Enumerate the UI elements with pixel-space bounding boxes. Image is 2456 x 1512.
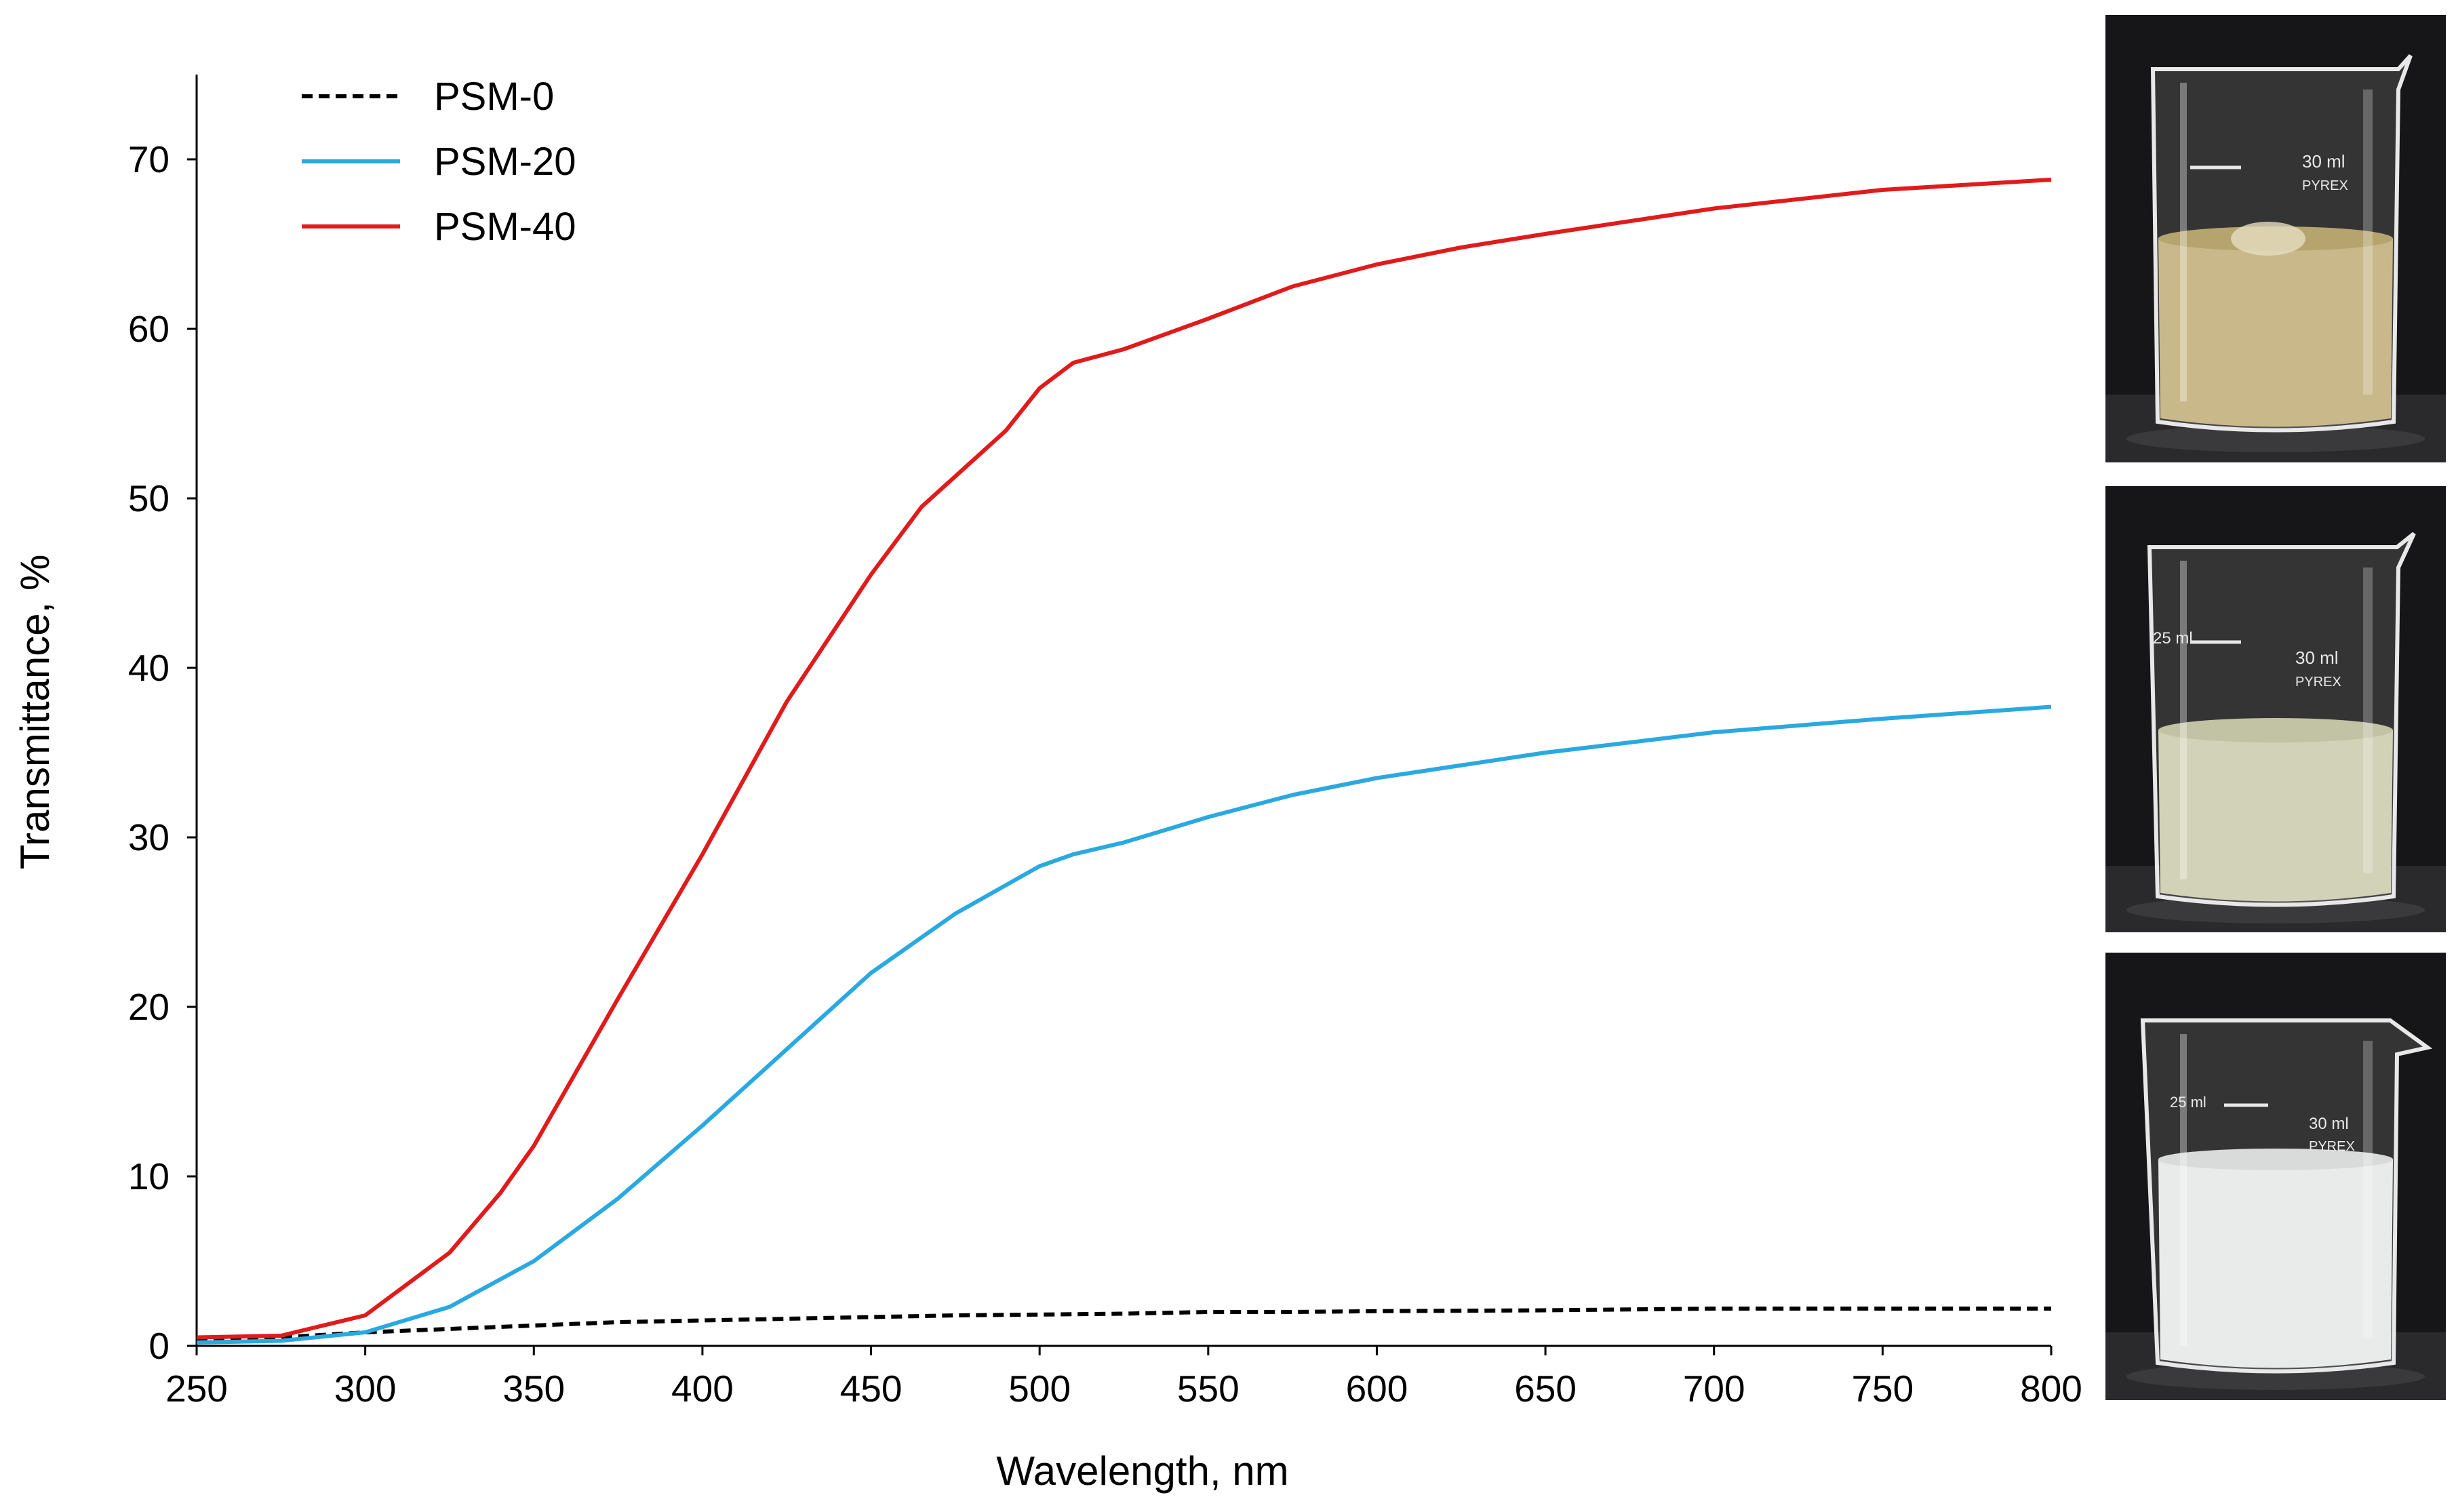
x-tick-label: 250	[165, 1368, 228, 1410]
beaker-1-image: 30 ml PYREX	[2105, 15, 2446, 462]
legend-label: PSM-0	[434, 75, 554, 119]
beaker-photo-2: 25 ml 30 ml PYREX	[2105, 486, 2446, 932]
glass-marking: 25 ml	[2170, 1094, 2206, 1111]
y-tick-label: 60	[128, 308, 170, 350]
x-tick-label: 350	[502, 1368, 565, 1410]
y-axis-ticks: 0 10 20 30 40 50 60 70	[128, 138, 197, 1367]
glass-marking: PYREX	[2309, 1139, 2355, 1154]
legend-label: PSM-40	[434, 205, 576, 249]
x-tick-label: 800	[2020, 1368, 2082, 1410]
x-tick-label: 550	[1177, 1368, 1240, 1410]
y-tick-label: 40	[128, 647, 170, 689]
y-tick-label: 0	[148, 1325, 170, 1367]
x-tick-label: 600	[1346, 1368, 1408, 1410]
x-tick-label: 300	[334, 1368, 397, 1410]
beaker-3-image: 25 ml 30 ml PYREX	[2105, 953, 2446, 1400]
glass-marking: 25 ml	[2153, 629, 2193, 648]
y-axis-title: Transmittance, %	[12, 555, 58, 870]
series-line-psm-40	[196, 178, 2052, 1340]
liquid-fill	[2158, 239, 2393, 427]
beaker-photo-3: 25 ml 30 ml PYREX	[2105, 953, 2446, 1400]
x-axis-ticks: 250 300 350 400 450 500 550 600 650 700 750 800	[165, 1346, 2082, 1410]
legend-label: PSM-20	[434, 140, 576, 184]
x-tick-label: 750	[1851, 1368, 1914, 1410]
y-tick-label: 30	[128, 816, 170, 858]
series-line-psm-20	[196, 704, 2052, 1345]
x-tick-label: 500	[1008, 1368, 1071, 1410]
axes	[195, 75, 2051, 1347]
y-tick-label: 50	[128, 477, 170, 519]
y-tick-label: 20	[128, 986, 170, 1028]
x-tick-label: 450	[840, 1368, 903, 1410]
beaker-photo-1: 30 ml PYREX	[2105, 15, 2446, 462]
glass-marking: 30 ml	[2309, 1115, 2349, 1133]
x-tick-label: 700	[1683, 1368, 1745, 1410]
y-tick-label: 70	[128, 138, 170, 180]
glass-marking: PYREX	[2295, 675, 2341, 690]
y-tick-label: 10	[128, 1155, 170, 1197]
liquid-fill	[2158, 730, 2393, 902]
glass-marking: PYREX	[2302, 178, 2348, 193]
series-line-psm-0	[196, 1307, 2051, 1343]
x-axis-title: Wavelength, nm	[996, 1448, 1288, 1494]
liquid-fill	[2158, 1159, 2393, 1368]
glass-marking: 30 ml	[2295, 648, 2339, 668]
beaker-2-image: 25 ml 30 ml PYREX	[2105, 486, 2446, 932]
legend: PSM-0 PSM-20 PSM-40	[302, 75, 576, 249]
x-tick-label: 400	[671, 1368, 734, 1410]
x-tick-label: 650	[1514, 1368, 1577, 1410]
glass-marking: 30 ml	[2302, 151, 2345, 172]
series-lines	[196, 178, 2052, 1345]
